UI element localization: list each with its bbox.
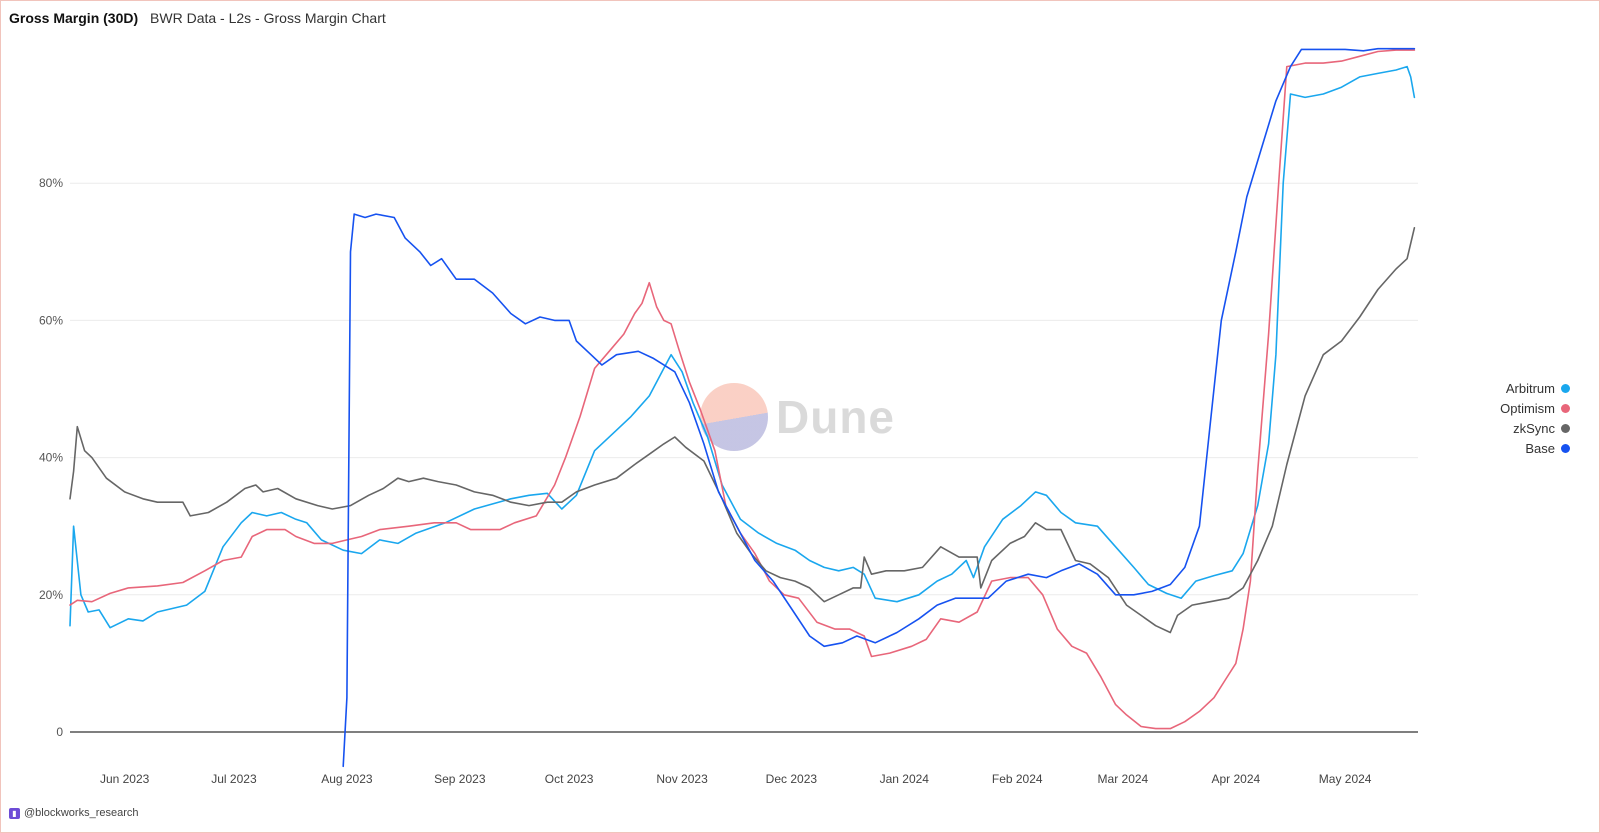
series-line-arbitrum <box>69 65 1416 629</box>
legend-item-base[interactable]: Base <box>1500 438 1570 458</box>
legend-dot-base <box>1561 443 1570 453</box>
legend-item-arbitrum[interactable]: Arbitrum <box>1500 378 1570 398</box>
x-tick-label: Jul 2023 <box>211 772 257 786</box>
chart-header: Gross Margin (30D) BWR Data - L2s - Gros… <box>9 10 386 26</box>
x-tick-label: Oct 2023 <box>545 772 594 786</box>
footer-credit: ▮ @blockworks_research <box>9 807 139 819</box>
series-line-optimism <box>69 49 1416 730</box>
legend-label-arbitrum: Arbitrum <box>1505 380 1555 396</box>
legend-label-zksync: zkSync <box>1513 420 1555 436</box>
dune-watermark-text: Dune <box>776 391 895 443</box>
chart-subtitle: BWR Data - L2s - Gross Margin Chart <box>150 10 386 26</box>
x-tick-label: Dec 2023 <box>766 772 818 786</box>
x-tick-label: Aug 2023 <box>321 772 373 786</box>
y-axis-ticks: 0 20% 40% 60% 80% <box>39 176 63 739</box>
x-tick-label: Apr 2024 <box>1211 772 1260 786</box>
legend-dot-arbitrum <box>1561 383 1570 393</box>
x-tick-label: Mar 2024 <box>1098 772 1149 786</box>
x-tick-label: Nov 2023 <box>656 772 708 786</box>
y-tick-label: 0 <box>56 725 63 739</box>
x-tick-label: May 2024 <box>1319 772 1372 786</box>
x-tick-label: Jun 2023 <box>100 772 150 786</box>
footer-credit-text[interactable]: @blockworks_research <box>24 807 139 819</box>
y-tick-label: 80% <box>39 176 63 190</box>
legend-label-optimism: Optimism <box>1500 400 1555 416</box>
x-tick-label: Feb 2024 <box>992 772 1043 786</box>
x-axis-ticks: Jun 2023 Jul 2023 Aug 2023 Sep 2023 Oct 2023… <box>100 772 1372 786</box>
legend-label-base: Base <box>1525 440 1555 456</box>
series-line-base <box>342 47 1416 768</box>
legend-item-optimism[interactable]: Optimism <box>1500 398 1570 418</box>
legend-dot-zksync <box>1561 423 1570 433</box>
legend-dot-optimism <box>1561 403 1570 413</box>
x-tick-label: Jan 2024 <box>880 772 930 786</box>
grid-lines <box>70 182 1418 733</box>
series-lines <box>69 47 1416 768</box>
series-line-zksync <box>69 227 1416 634</box>
x-tick-label: Sep 2023 <box>434 772 486 786</box>
legend-item-zksync[interactable]: zkSync <box>1500 418 1570 438</box>
blockworks-logo-icon: ▮ <box>9 807 20 819</box>
chart-legend: Arbitrum Optimism zkSync Base <box>1500 378 1570 458</box>
y-tick-label: 20% <box>39 588 63 602</box>
chart-title: Gross Margin (30D) <box>9 10 139 26</box>
y-tick-label: 40% <box>39 451 63 465</box>
y-tick-label: 60% <box>39 313 63 327</box>
